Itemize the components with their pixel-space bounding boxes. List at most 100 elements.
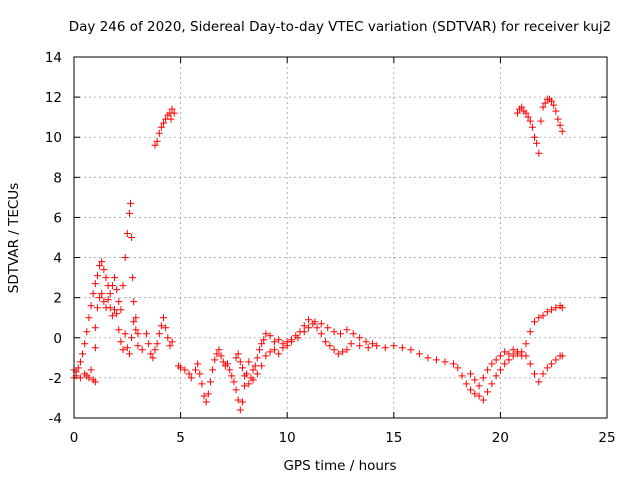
- data-point: [552, 304, 560, 312]
- data-point: [550, 101, 558, 109]
- data-point: [398, 344, 406, 352]
- data-point: [230, 378, 238, 386]
- grid-lines: [74, 57, 607, 418]
- x-tick-label: 20: [492, 430, 509, 446]
- data-point: [93, 304, 101, 312]
- data-point: [339, 348, 347, 356]
- data-point: [305, 324, 313, 332]
- data-point: [558, 304, 566, 312]
- data-point: [108, 282, 116, 290]
- data-point: [202, 398, 210, 406]
- data-point: [81, 340, 89, 348]
- data-point: [128, 334, 136, 342]
- y-axis-label: SDTVAR / TECUs: [6, 183, 22, 293]
- data-point: [102, 274, 110, 282]
- data-point: [467, 386, 475, 394]
- data-point: [192, 366, 200, 374]
- data-point: [548, 360, 556, 368]
- data-point: [132, 314, 140, 322]
- y-tick-label: 6: [53, 210, 62, 226]
- data-point: [343, 346, 351, 354]
- data-point: [236, 406, 244, 414]
- data-point: [85, 314, 93, 322]
- data-point: [91, 344, 99, 352]
- data-point: [479, 396, 487, 404]
- data-point: [89, 290, 97, 298]
- data-point: [162, 324, 170, 332]
- data-point: [241, 382, 249, 390]
- data-point: [98, 290, 106, 298]
- data-point: [283, 342, 291, 350]
- data-point: [548, 306, 556, 314]
- chart-title: Day 246 of 2020, Sidereal Day-to-day VTE…: [69, 19, 611, 35]
- data-point: [224, 360, 232, 368]
- data-point: [181, 366, 189, 374]
- data-point: [160, 314, 168, 322]
- data-point: [294, 334, 302, 342]
- data-point: [241, 372, 249, 380]
- data-point: [238, 364, 246, 372]
- y-tick-label: 12: [45, 90, 62, 106]
- data-point: [496, 366, 504, 374]
- data-point: [111, 306, 119, 314]
- data-point: [168, 105, 176, 113]
- data-point: [526, 328, 534, 336]
- data-point: [432, 356, 440, 364]
- data-point: [198, 380, 206, 388]
- data-point: [134, 330, 142, 338]
- data-point: [475, 382, 483, 390]
- data-point: [279, 344, 287, 352]
- data-point: [535, 314, 543, 322]
- data-point: [226, 366, 234, 374]
- x-tick-labels: 0 5 10 15 20 25: [70, 430, 616, 446]
- data-point: [121, 330, 129, 338]
- data-point: [238, 398, 246, 406]
- data-point: [287, 338, 295, 346]
- data-point: [91, 378, 99, 386]
- data-point: [270, 338, 278, 346]
- data-point: [76, 358, 84, 366]
- data-point: [74, 364, 82, 372]
- data-point: [106, 304, 114, 312]
- data-point: [509, 352, 517, 360]
- y-tick-label: 4: [53, 251, 62, 267]
- data-point: [313, 324, 321, 332]
- data-point: [509, 346, 517, 354]
- data-point: [424, 354, 432, 362]
- series-dip: [138, 314, 176, 362]
- data-point: [324, 324, 332, 332]
- y-tick-label: 14: [45, 50, 62, 66]
- data-point: [462, 380, 470, 388]
- data-point: [211, 356, 219, 364]
- data-point: [454, 364, 462, 372]
- data-point: [526, 117, 534, 125]
- data-point: [153, 340, 161, 348]
- data-point: [215, 346, 223, 354]
- data-point: [537, 117, 545, 125]
- data-point: [170, 109, 178, 117]
- data-point: [415, 350, 423, 358]
- data-point: [467, 370, 475, 378]
- data-point: [134, 342, 142, 350]
- data-point: [217, 352, 225, 360]
- data-point: [164, 334, 172, 342]
- data-point: [258, 362, 266, 370]
- data-point: [79, 350, 87, 358]
- data-point: [149, 354, 157, 362]
- data-point: [522, 340, 530, 348]
- data-point: [471, 376, 479, 384]
- data-point: [260, 336, 268, 344]
- data-point: [524, 113, 532, 121]
- data-point: [185, 370, 193, 378]
- data-point: [76, 374, 84, 382]
- data-point: [145, 340, 153, 348]
- data-point: [541, 99, 549, 107]
- data-point: [157, 322, 165, 330]
- data-point: [115, 298, 123, 306]
- data-point: [117, 306, 125, 314]
- data-point: [518, 103, 526, 111]
- data-point: [484, 388, 492, 396]
- data-point: [458, 372, 466, 380]
